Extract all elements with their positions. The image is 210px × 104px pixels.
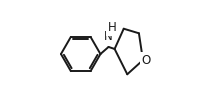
Text: N: N — [104, 30, 113, 43]
Text: H: H — [108, 21, 117, 34]
Text: O: O — [141, 54, 151, 67]
